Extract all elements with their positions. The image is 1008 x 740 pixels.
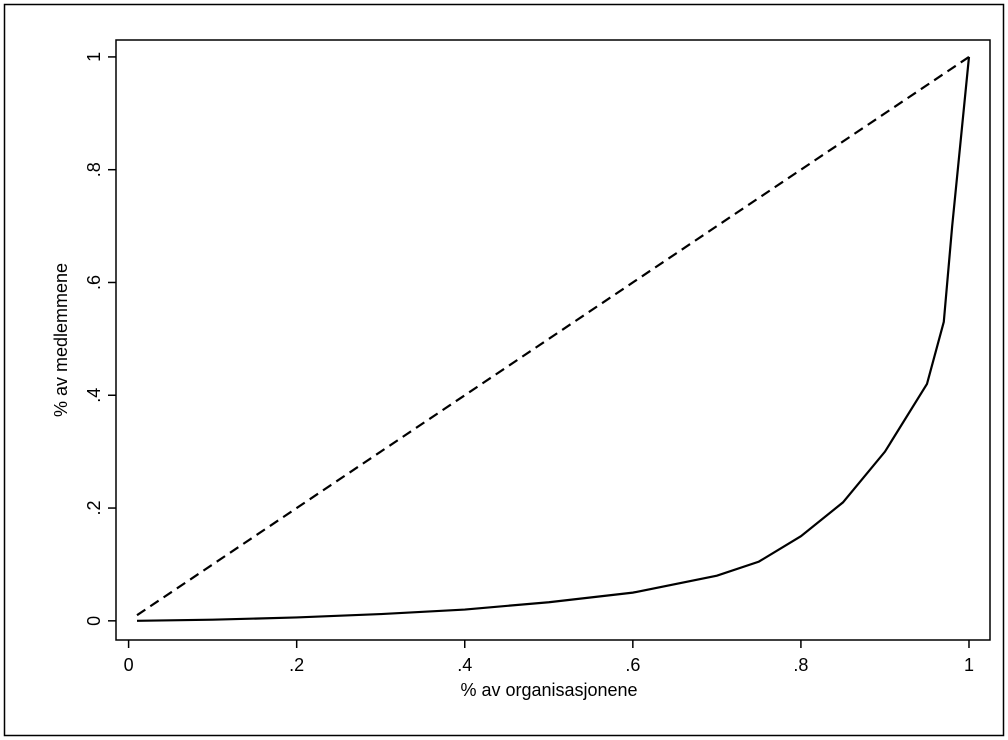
y-axis-title: % av medlemmene	[51, 263, 71, 417]
x-tick-label: .8	[793, 655, 808, 675]
outer-border	[3, 3, 1005, 737]
y-tick-label: .2	[84, 501, 104, 516]
y-tick-label: 1	[84, 52, 104, 62]
x-tick-label: 0	[124, 655, 134, 675]
y-tick-label: 0	[84, 616, 104, 626]
series-line	[136, 56, 971, 622]
x-tick-label: .4	[457, 655, 472, 675]
x-tick-label: .2	[289, 655, 304, 675]
x-tick-label: 1	[964, 655, 974, 675]
y-tick-label: .8	[84, 162, 104, 177]
plot-frame	[115, 39, 991, 641]
series-line	[136, 56, 970, 617]
y-tick-label: .6	[84, 275, 104, 290]
x-axis-title: % av organisasjonene	[460, 680, 637, 700]
y-tick-label: .4	[84, 388, 104, 403]
x-tick-label: .6	[625, 655, 640, 675]
